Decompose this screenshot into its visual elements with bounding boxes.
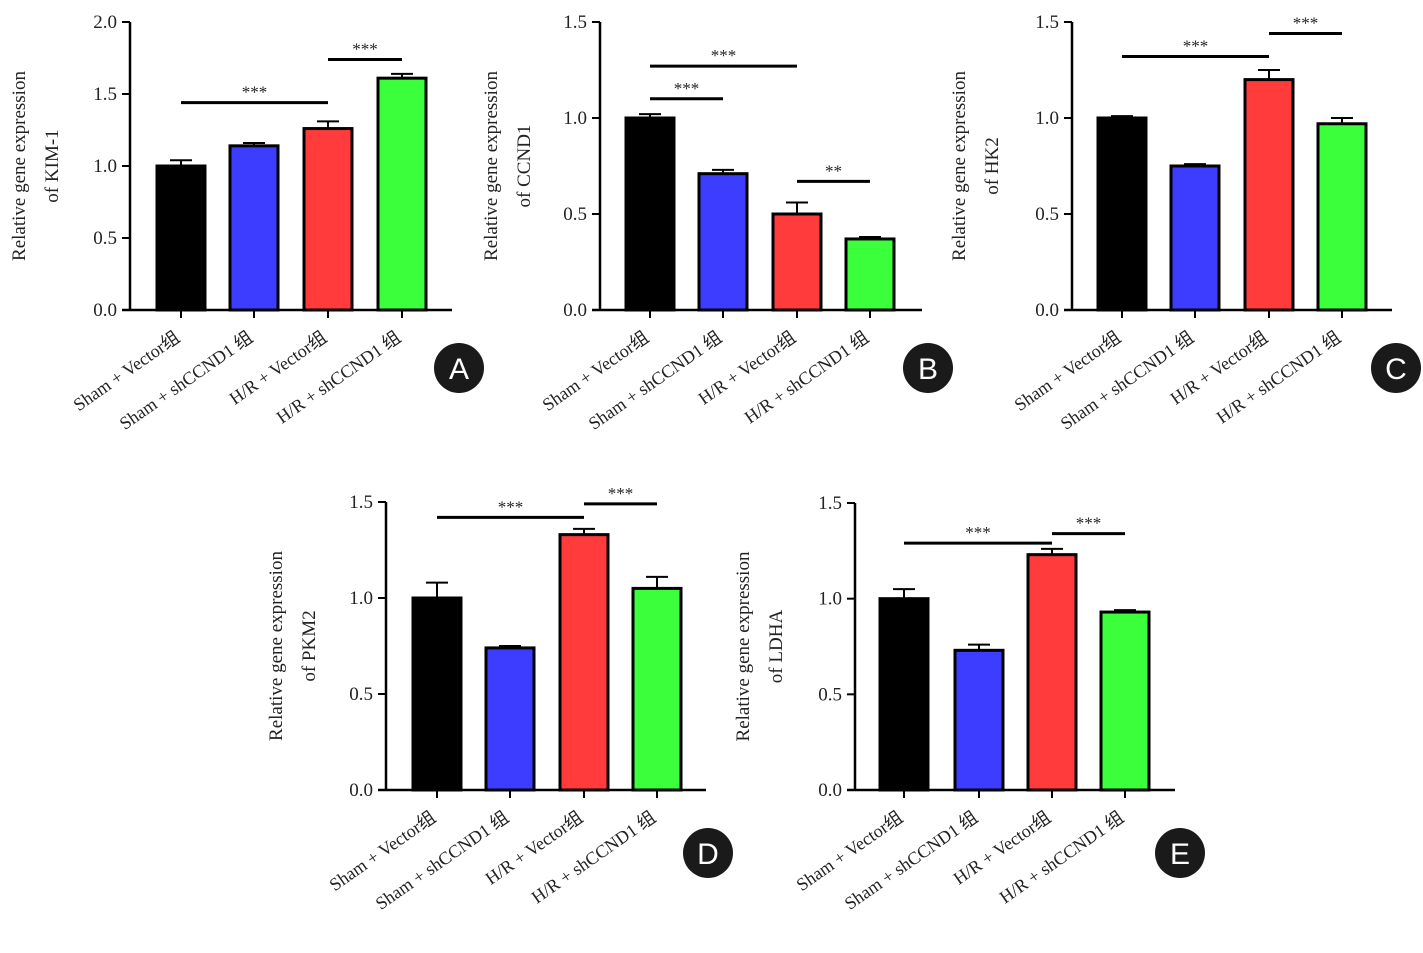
y-tick-label: 0.0 xyxy=(563,300,587,321)
y-tick-label: 0.0 xyxy=(349,780,373,801)
bar xyxy=(411,596,463,792)
y-tick-label: 1.0 xyxy=(93,156,117,177)
y-tick-label: 2.0 xyxy=(93,12,117,33)
bar xyxy=(376,76,428,312)
x-tick-label: Sham + shCCND1 组 xyxy=(116,327,257,434)
x-tick-label: H/R + shCCND1 组 xyxy=(1213,327,1345,428)
y-tick-label: 1.5 xyxy=(349,492,373,513)
panel-badge xyxy=(1155,828,1205,878)
x-tick-label: H/R + shCCND1 组 xyxy=(996,807,1128,908)
significance-label: *** xyxy=(711,46,737,65)
y-tick-label: 0.5 xyxy=(818,684,842,705)
significance-label: *** xyxy=(498,497,524,516)
bar xyxy=(1169,164,1221,312)
bar xyxy=(1099,610,1151,792)
bar xyxy=(484,646,536,792)
significance-label: *** xyxy=(1076,514,1102,533)
significance-label: *** xyxy=(608,484,634,503)
y-axis-label: of LDHA xyxy=(766,610,787,684)
panel-letter: A xyxy=(449,353,469,386)
bar xyxy=(1026,553,1078,792)
x-tick-label: Sham + shCCND1 组 xyxy=(841,807,982,914)
bar xyxy=(1243,78,1295,312)
x-tick-label: H/R + shCCND1 组 xyxy=(273,327,405,428)
x-tick-label: Sham + shCCND1 组 xyxy=(585,327,726,434)
bar xyxy=(878,597,930,792)
y-tick-label: 1.0 xyxy=(818,589,842,610)
y-axis-label: of KIM-1 xyxy=(42,129,63,202)
significance-label: *** xyxy=(352,39,378,58)
x-tick-label: H/R + shCCND1 组 xyxy=(528,807,660,908)
panel-letter: D xyxy=(697,838,719,871)
y-axis-label: Relative gene expression xyxy=(949,71,970,261)
significance-label: *** xyxy=(1293,14,1319,33)
y-axis-label: Relative gene expression xyxy=(481,71,502,261)
panel-badge xyxy=(683,828,733,878)
bar xyxy=(844,237,896,312)
panel-badge xyxy=(434,343,484,393)
y-tick-label: 0.0 xyxy=(818,780,842,801)
y-tick-label: 1.0 xyxy=(1035,108,1059,129)
y-tick-label: 0.5 xyxy=(349,684,373,705)
bar xyxy=(631,586,683,792)
bar xyxy=(558,533,610,792)
x-tick-label: Sham + shCCND1 组 xyxy=(1057,327,1198,434)
y-axis-label: of CCND1 xyxy=(514,125,535,208)
y-tick-label: 1.0 xyxy=(563,108,587,129)
y-axis-label: Relative gene expression xyxy=(266,551,287,741)
y-tick-label: 1.5 xyxy=(818,493,842,514)
y-tick-label: 1.0 xyxy=(349,588,373,609)
y-tick-label: 1.5 xyxy=(563,12,587,33)
y-axis-label: of PKM2 xyxy=(299,610,320,681)
panel-letter: E xyxy=(1170,838,1190,871)
y-tick-label: 0.0 xyxy=(93,300,117,321)
significance-label: *** xyxy=(965,523,991,542)
y-tick-label: 0.5 xyxy=(1035,204,1059,225)
bar xyxy=(302,127,354,312)
significance-label: *** xyxy=(674,79,700,98)
x-tick-label: H/R + shCCND1 组 xyxy=(741,327,873,428)
significance-label: *** xyxy=(1183,37,1209,56)
bar xyxy=(697,172,749,312)
y-tick-label: 1.5 xyxy=(93,84,117,105)
bar xyxy=(624,116,676,312)
y-axis-label: of HK2 xyxy=(982,137,1003,195)
y-tick-label: 1.5 xyxy=(1035,12,1059,33)
x-tick-label: Sham + shCCND1 组 xyxy=(372,807,513,914)
significance-label: *** xyxy=(242,83,268,102)
y-tick-label: 0.5 xyxy=(93,228,117,249)
y-axis-label: Relative gene expression xyxy=(9,71,30,261)
panel-badge xyxy=(903,343,953,393)
y-tick-label: 0.0 xyxy=(1035,300,1059,321)
significance-label: ** xyxy=(825,161,842,180)
bar xyxy=(1096,116,1148,312)
y-axis-label: Relative gene expression xyxy=(733,551,754,741)
panel-letter: C xyxy=(1385,353,1407,386)
bar xyxy=(771,212,823,312)
panel-letter: B xyxy=(918,353,938,386)
bar xyxy=(953,648,1005,792)
bar xyxy=(155,164,207,312)
y-tick-label: 0.5 xyxy=(563,204,587,225)
bar xyxy=(228,144,280,312)
bar xyxy=(1316,122,1368,312)
panel-badge xyxy=(1371,343,1421,393)
